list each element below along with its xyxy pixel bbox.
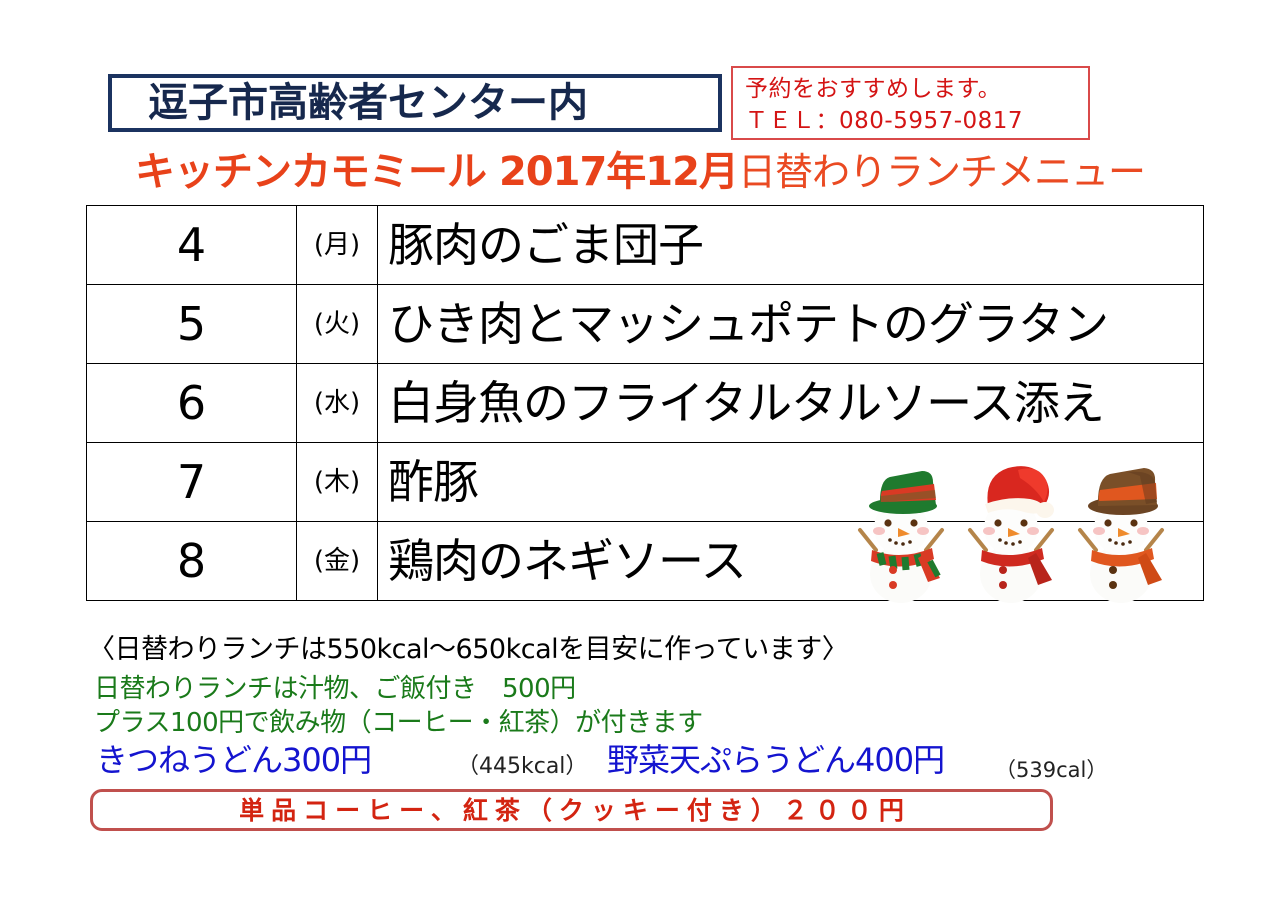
menu-table: 4 (月) 豚肉のごま団子 5 (火) ひき肉とマッシュポテトのグラタン 6 (…	[86, 205, 1204, 601]
table-row: 4 (月) 豚肉のごま団子	[86, 205, 1204, 285]
cell-day: 4	[86, 205, 297, 285]
menu-item: 酢豚	[388, 455, 479, 509]
day-of-week: (水)	[313, 388, 361, 418]
day-number: 6	[176, 376, 207, 430]
kitsune-udon-price: きつねうどん300円	[96, 741, 372, 779]
day-of-week: (月)	[313, 230, 361, 260]
day-number: 4	[176, 218, 207, 272]
menu-item: ひき肉とマッシュポテトのグラタン	[388, 297, 1109, 351]
day-number: 5	[176, 297, 207, 351]
cell-item: 豚肉のごま団子	[377, 205, 1204, 285]
cell-dow: (水)	[296, 363, 378, 443]
page-title: キッチンカモミール 2017年12月日替わりランチメニュー	[0, 152, 1280, 192]
coffee-price-box: 単品コーヒー、紅茶（クッキー付き）２００円	[90, 789, 1053, 831]
menu-item: 鶏肉のネギソース	[388, 534, 747, 588]
cell-day: 5	[86, 284, 297, 364]
drink-addon-note: プラス100円で飲み物（コーヒー・紅茶）が付きます	[94, 708, 703, 738]
menu-item: 白身魚のフライタルタルソース添え	[388, 376, 1105, 430]
lunch-price-note: 日替わりランチは汁物、ご飯付き 500円	[94, 674, 576, 704]
table-row: 8 (金) 鶏肉のネギソース	[86, 521, 1204, 601]
menu-item: 豚肉のごま団子	[388, 218, 704, 272]
cell-dow: (月)	[296, 205, 378, 285]
cell-dow: (木)	[296, 442, 378, 522]
reservation-note: 予約をおすすめします。	[745, 76, 1002, 102]
tempura-udon-price: 野菜天ぷらうどん400円	[607, 741, 945, 779]
tempura-udon-kcal: （539cal）	[995, 758, 1108, 782]
cell-day: 6	[86, 363, 297, 443]
table-row: 5 (火) ひき肉とマッシュポテトのグラタン	[86, 284, 1204, 364]
day-number: 8	[176, 534, 207, 588]
kcal-range-note: 〈日替わりランチは550kcal〜650kcalを目安に作っています〉	[88, 634, 849, 665]
day-of-week: (木)	[313, 467, 361, 497]
table-row: 7 (木) 酢豚	[86, 442, 1204, 522]
cell-item: ひき肉とマッシュポテトのグラタン	[377, 284, 1204, 364]
cell-item: 酢豚	[377, 442, 1204, 522]
day-of-week: (火)	[313, 309, 361, 339]
kitsune-udon-kcal: （445kcal）	[457, 754, 588, 779]
coffee-price-text: 単品コーヒー、紅茶（クッキー付き）２００円	[239, 795, 911, 825]
cell-item: 白身魚のフライタルタルソース添え	[377, 363, 1204, 443]
page-title-strong: キッチンカモミール 2017年12月	[135, 149, 739, 195]
reservation-box: 予約をおすすめします。 ＴＥＬ：080-5957-0817	[731, 66, 1090, 140]
cell-day: 7	[86, 442, 297, 522]
telephone-number: ＴＥＬ：080-5957-0817	[745, 107, 1024, 134]
venue-title-box: 逗子市高齢者センター内	[108, 74, 722, 132]
page-title-light: 日替わりランチメニュー	[737, 150, 1146, 194]
day-of-week: (金)	[313, 546, 361, 576]
cell-day: 8	[86, 521, 297, 601]
table-row: 6 (水) 白身魚のフライタルタルソース添え	[86, 363, 1204, 443]
day-number: 7	[176, 455, 207, 509]
cell-dow: (金)	[296, 521, 378, 601]
cell-item: 鶏肉のネギソース	[377, 521, 1204, 601]
venue-title-text: 逗子市高齢者センター内	[148, 80, 588, 126]
cell-dow: (火)	[296, 284, 378, 364]
